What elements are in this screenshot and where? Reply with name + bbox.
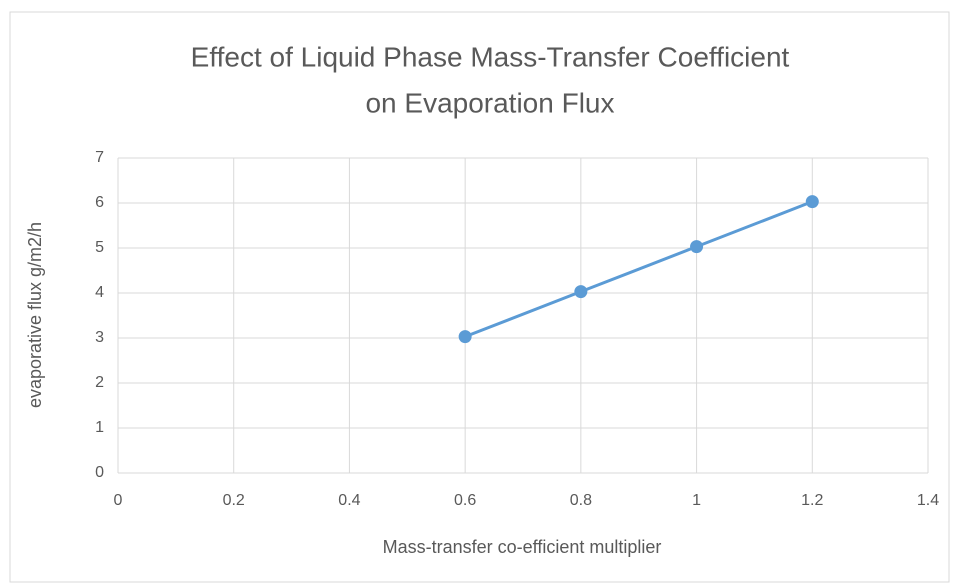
y-tick-label: 3 (95, 329, 104, 346)
x-tick-label: 0.4 (338, 492, 360, 509)
x-tick-label: 0.2 (223, 492, 245, 509)
x-tick-label: 0 (114, 492, 123, 509)
x-axis-label: Mass-transfer co-efficient multiplier (383, 537, 662, 557)
data-point (574, 285, 588, 299)
y-tick-label: 0 (95, 464, 104, 481)
chart-title: Effect of Liquid Phase Mass-Transfer Coe… (191, 41, 790, 72)
x-tick-label: 1.4 (917, 492, 939, 509)
series-line (464, 200, 813, 339)
chart-border (9, 11, 950, 583)
x-tick-label: 1 (692, 492, 701, 509)
x-tick-label: 0.8 (570, 492, 592, 509)
y-tick-label: 6 (95, 194, 104, 211)
chart-title: on Evaporation Flux (365, 87, 614, 118)
data-point (690, 240, 704, 254)
y-tick-label: 5 (95, 239, 104, 256)
data-point (458, 330, 472, 344)
y-axis-label: evaporative flux g/m2/h (25, 222, 45, 408)
y-tick-label: 1 (95, 419, 104, 436)
y-tick-label: 2 (95, 374, 104, 391)
data-point (805, 195, 819, 209)
x-tick-label: 1.2 (801, 492, 823, 509)
y-tick-label: 4 (95, 284, 104, 301)
x-tick-label: 0.6 (454, 492, 476, 509)
y-tick-label: 7 (95, 149, 104, 166)
